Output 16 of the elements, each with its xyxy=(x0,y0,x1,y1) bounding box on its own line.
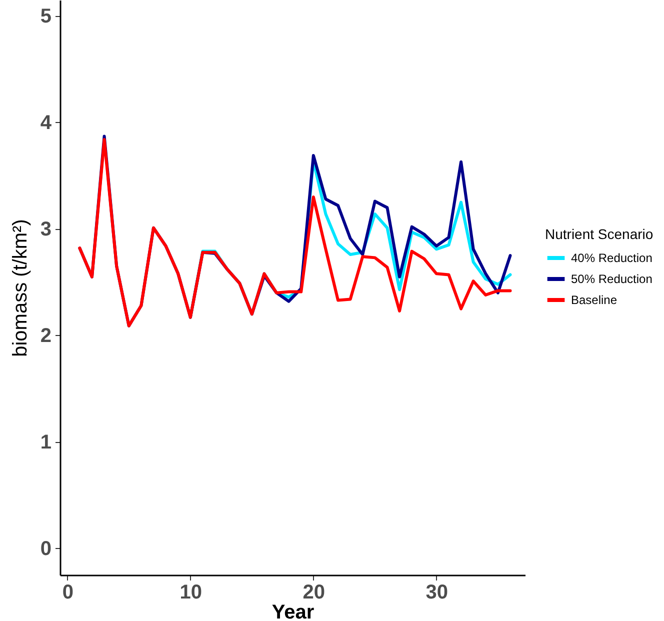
y-tick-label: 1 xyxy=(40,431,52,454)
legend-title: Nutrient Scenario xyxy=(545,226,654,242)
legend-label: 50% Reduction xyxy=(571,272,652,286)
y-tick-label: 3 xyxy=(40,218,52,240)
legend-label: Baseline xyxy=(571,293,618,307)
y-tick-label: 4 xyxy=(40,112,52,134)
y-tick-label: 0 xyxy=(40,538,52,560)
x-tick-label: 10 xyxy=(180,582,202,604)
x-tick-label: 20 xyxy=(302,582,326,604)
x-tick-label: 0 xyxy=(62,582,74,604)
y-tick-label: 2 xyxy=(40,324,52,347)
x-axis-title: Year xyxy=(272,602,314,621)
y-tick-label: 5 xyxy=(40,5,52,28)
legend-label: 40% Reduction xyxy=(571,251,652,265)
y-axis-title: biomass (t/km²) xyxy=(9,219,32,357)
x-tick-label: 30 xyxy=(426,582,448,604)
